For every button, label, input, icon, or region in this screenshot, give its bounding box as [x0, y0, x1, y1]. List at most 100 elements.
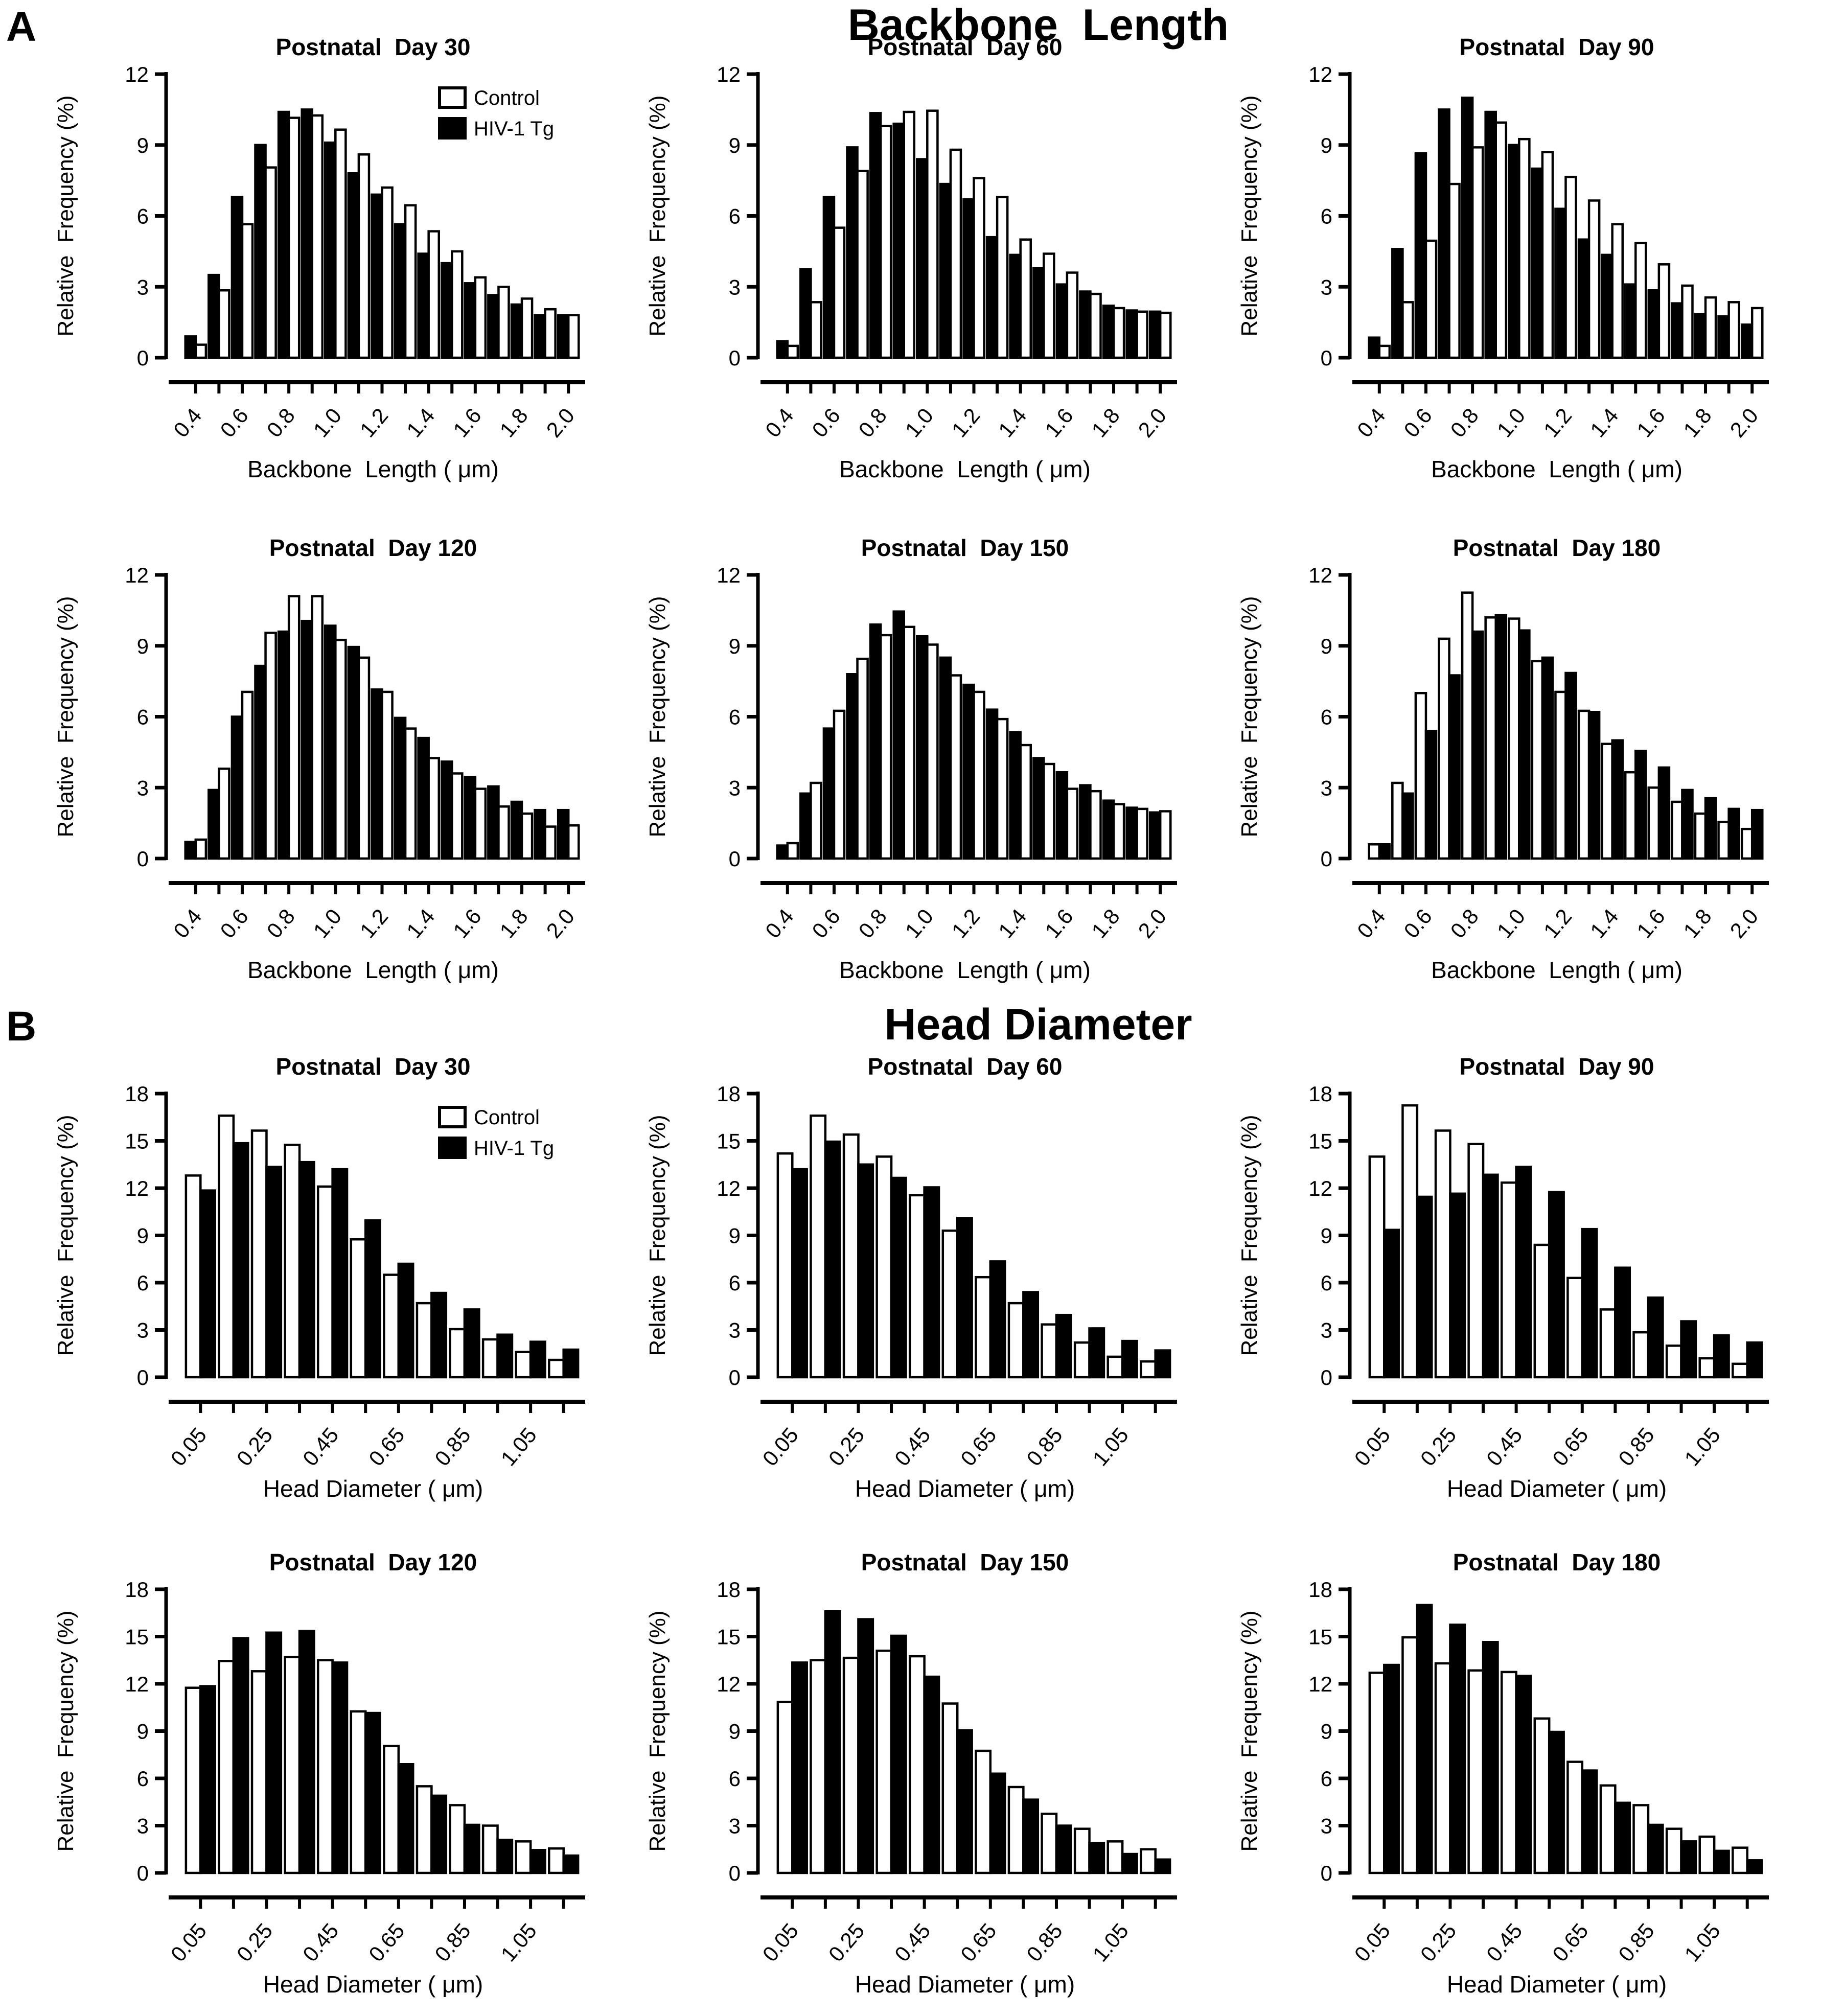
bar-hiv-1-tg-0.6 — [822, 196, 836, 359]
bar-hiv-1-tg-0.15 — [1416, 1604, 1433, 1874]
bar-hiv-1-tg-1.5 — [1032, 757, 1045, 860]
y-axis-label: Relative Frequency (%) — [1237, 1611, 1262, 1852]
x-axis-label: Head Diameter ( μm) — [263, 1971, 483, 1998]
x-axis-label: Head Diameter ( μm) — [1447, 1971, 1667, 1998]
bar-control-0.7 — [856, 170, 869, 359]
x-tick-label: 1.0 — [309, 404, 347, 442]
bar-hiv-1-tg-0.15 — [1416, 1195, 1433, 1379]
bar-hiv-1-tg-0.9 — [892, 610, 905, 860]
bar-control-0.15 — [810, 1114, 827, 1379]
chart-title: Postnatal Day 180 — [1453, 535, 1661, 561]
chart-head-day-180: Postnatal Day 180 0 3 6 9 12 15 18 Relative Freq… — [1191, 1546, 1779, 2013]
x-tick-label: 0.25 — [1416, 1919, 1461, 1966]
bar-hiv-1-tg-2.0 — [1148, 310, 1162, 359]
bar-control-0.25 — [1434, 1662, 1451, 1874]
chart-backbone-day-150: Postnatal Day 150 0 3 6 9 12 Relative Frequenc… — [600, 531, 1187, 999]
bar-hiv-1-tg-1.15 — [562, 1854, 580, 1874]
x-tick-label: 1.8 — [1678, 905, 1716, 943]
chart-title: Postnatal Day 120 — [269, 1549, 477, 1575]
bar-control-0.05 — [776, 1701, 794, 1874]
bar-hiv-1-tg-1.6 — [1647, 289, 1661, 359]
legend-label: Control — [474, 1106, 540, 1129]
x-tick-label: 1.6 — [1040, 905, 1078, 943]
bar-control-1.15 — [1140, 1360, 1157, 1379]
bar-control-0.6 — [833, 226, 846, 359]
bar-hiv-1-tg-0.05 — [199, 1189, 216, 1379]
bar-control-0.35 — [1467, 1669, 1485, 1874]
bar-hiv-1-tg-0.45 — [923, 1675, 940, 1874]
y-axis-label: Relative Frequency (%) — [645, 1115, 670, 1356]
bar-control-0.15 — [1401, 1104, 1419, 1379]
bar-control-2.0 — [1750, 307, 1764, 359]
bar-control-0.45 — [316, 1659, 334, 1874]
bar-hiv-1-tg-0.45 — [1515, 1675, 1532, 1874]
bar-control-0.15 — [1401, 1636, 1419, 1874]
bar-control-0.85 — [1041, 1813, 1058, 1874]
x-tick-label: 1.4 — [994, 404, 1031, 442]
y-tick-label: 18 — [717, 1082, 741, 1106]
bar-control-1.7 — [497, 286, 510, 359]
y-axis-label: Relative Frequency (%) — [53, 1115, 78, 1356]
bar-control-0.5 — [810, 301, 822, 359]
bar-hiv-1-tg-0.8 — [277, 110, 290, 359]
bar-hiv-1-tg-1.7 — [1079, 784, 1092, 860]
bar-hiv-1-tg-0.4 — [184, 841, 197, 860]
x-tick-label: 1.8 — [1678, 404, 1716, 442]
chart-title: Postnatal Day 150 — [861, 1549, 1069, 1575]
bar-control-1.9 — [1717, 821, 1730, 860]
bar-control-0.8 — [1461, 591, 1474, 860]
bar-hiv-1-tg-0.35 — [298, 1630, 315, 1874]
bar-control-0.7 — [1448, 182, 1461, 359]
bar-control-1.2 — [1564, 175, 1577, 359]
y-tick-label: 18 — [1308, 1578, 1332, 1602]
bar-hiv-1-tg-0.8 — [277, 630, 290, 860]
y-tick-label: 0 — [729, 847, 741, 871]
y-tick-label: 12 — [125, 62, 149, 86]
bar-hiv-1-tg-0.75 — [1022, 1798, 1040, 1874]
bar-hiv-1-tg-0.9 — [301, 619, 313, 860]
x-tick-label: 2.0 — [1134, 404, 1171, 442]
bar-control-0.95 — [481, 1824, 499, 1874]
x-tick-label: 0.45 — [890, 1919, 935, 1966]
bar-hiv-1-tg-0.6 — [822, 727, 836, 860]
x-tick-label: 1.2 — [355, 905, 393, 943]
x-tick-label: 0.05 — [166, 1423, 212, 1471]
y-tick-label: 9 — [729, 1720, 741, 1744]
panel-b-row-2: Postnatal Day 120 0 3 6 9 12 15 18 Relative Freq… — [8, 1546, 1779, 2013]
x-axis-label: Backbone Length ( μm) — [839, 456, 1091, 482]
bar-hiv-1-tg-0.15 — [824, 1140, 841, 1379]
y-tick-label: 12 — [1308, 1176, 1332, 1200]
bar-control-0.85 — [1041, 1323, 1058, 1379]
bar-hiv-1-tg-0.5 — [208, 789, 220, 860]
bar-hiv-1-tg-0.05 — [199, 1685, 216, 1874]
bar-control-1.8 — [1112, 803, 1125, 860]
bar-hiv-1-tg-0.8 — [869, 623, 882, 860]
x-tick-label: 0.4 — [760, 404, 798, 442]
bar-hiv-1-tg-0.8 — [1461, 97, 1474, 359]
x-tick-label: 1.0 — [901, 905, 938, 943]
bar-hiv-1-tg-0.6 — [1424, 730, 1438, 860]
x-tick-label: 1.05 — [1088, 1423, 1133, 1471]
bar-hiv-1-tg-1.4 — [417, 252, 430, 359]
bar-control-0.25 — [1434, 1129, 1451, 1379]
bar-hiv-1-tg-1.4 — [1601, 253, 1613, 359]
bar-hiv-1-tg-1.8 — [1704, 797, 1717, 860]
x-tick-label: 0.05 — [166, 1919, 212, 1966]
y-tick-label: 6 — [137, 1767, 149, 1791]
bar-control-0.75 — [416, 1785, 433, 1874]
bar-hiv-1-tg-0.65 — [397, 1763, 414, 1874]
y-tick-label: 9 — [1321, 133, 1332, 157]
bar-hiv-1-tg-0.85 — [1647, 1296, 1664, 1379]
bar-hiv-1-tg-1.6 — [1657, 766, 1671, 860]
y-tick-label: 3 — [1321, 1318, 1332, 1342]
bar-control-1.0 — [1518, 137, 1531, 359]
bar-control-0.55 — [1533, 1243, 1551, 1379]
bar-control-1.2 — [1554, 690, 1567, 860]
y-tick-label: 0 — [1321, 1861, 1332, 1885]
y-tick-label: 6 — [729, 1767, 741, 1791]
x-axis-label: Backbone Length ( μm) — [1431, 456, 1682, 482]
x-tick-label: 0.8 — [854, 404, 892, 442]
y-tick-label: 9 — [729, 634, 741, 658]
x-tick-label: 0.65 — [1548, 1919, 1593, 1966]
bar-hiv-1-tg-1.5 — [1624, 283, 1637, 359]
